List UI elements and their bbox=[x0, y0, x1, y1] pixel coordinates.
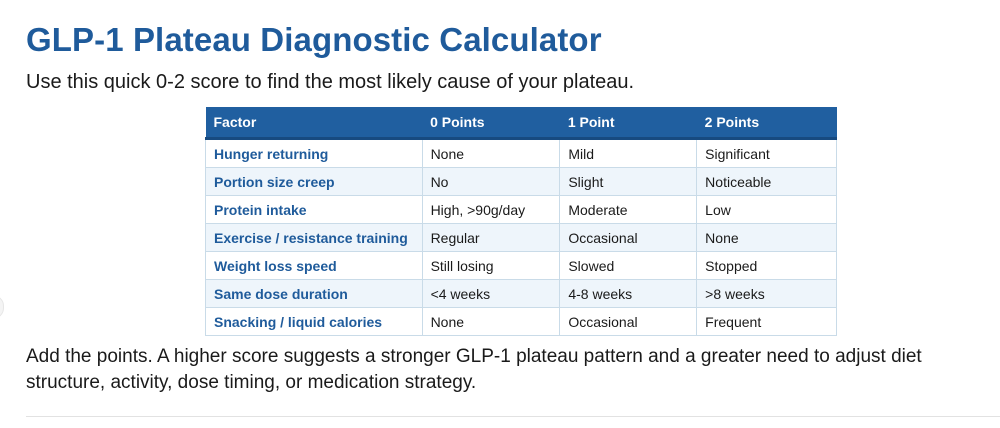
score-2-cell: None bbox=[696, 223, 837, 252]
factor-cell: Exercise / resistance training bbox=[205, 223, 423, 252]
header-0-points: 0 Points bbox=[422, 107, 560, 140]
table-row: Protein intake High, >90g/day Moderate L… bbox=[205, 195, 837, 224]
factor-cell: Snacking / liquid calories bbox=[205, 307, 423, 336]
table-row: Exercise / resistance training Regular O… bbox=[205, 223, 837, 252]
score-1-cell: 4-8 weeks bbox=[559, 279, 698, 308]
score-0-cell: Regular bbox=[421, 223, 561, 252]
table-row: Same dose duration <4 weeks 4-8 weeks >8… bbox=[205, 279, 837, 308]
score-0-cell: None bbox=[421, 307, 561, 336]
factor-cell: Hunger returning bbox=[205, 138, 423, 168]
score-2-cell: >8 weeks bbox=[696, 279, 837, 308]
factor-cell: Protein intake bbox=[205, 195, 423, 224]
score-1-cell: Slight bbox=[559, 167, 698, 196]
score-1-cell: Slowed bbox=[559, 251, 698, 280]
factor-cell: Portion size creep bbox=[205, 167, 423, 196]
score-2-cell: Stopped bbox=[696, 251, 837, 280]
score-table: Factor 0 Points 1 Point 2 Points Hunger … bbox=[205, 107, 837, 336]
page-title: GLP-1 Plateau Diagnostic Calculator bbox=[26, 21, 602, 58]
header-2-points: 2 Points bbox=[696, 107, 837, 140]
edge-scroll-handle[interactable] bbox=[0, 295, 4, 319]
score-2-cell: Low bbox=[696, 195, 837, 224]
score-0-cell: High, >90g/day bbox=[421, 195, 561, 224]
score-0-cell: <4 weeks bbox=[421, 279, 561, 308]
factor-cell: Same dose duration bbox=[205, 279, 423, 308]
score-0-cell: Still losing bbox=[421, 251, 561, 280]
score-2-cell: Noticeable bbox=[696, 167, 837, 196]
score-1-cell: Occasional bbox=[559, 307, 698, 336]
score-0-cell: None bbox=[421, 138, 561, 168]
outro-text: Add the points. A higher score suggests … bbox=[26, 346, 922, 393]
score-1-cell: Moderate bbox=[559, 195, 698, 224]
score-0-cell: No bbox=[421, 167, 561, 196]
score-1-cell: Occasional bbox=[559, 223, 698, 252]
table-row: Portion size creep No Slight Noticeable bbox=[205, 167, 837, 196]
header-factor: Factor bbox=[205, 107, 423, 140]
score-2-cell: Frequent bbox=[696, 307, 837, 336]
table-header-row: Factor 0 Points 1 Point 2 Points bbox=[205, 107, 837, 140]
table-row: Snacking / liquid calories None Occasion… bbox=[205, 307, 837, 336]
table-row: Hunger returning None Mild Significant bbox=[205, 138, 837, 168]
score-2-cell: Significant bbox=[696, 138, 837, 168]
table-row: Weight loss speed Still losing Slowed St… bbox=[205, 251, 837, 280]
header-1-point: 1 Point bbox=[559, 107, 697, 140]
score-1-cell: Mild bbox=[559, 138, 698, 168]
intro-text: Use this quick 0-2 score to find the mos… bbox=[26, 71, 635, 93]
factor-cell: Weight loss speed bbox=[205, 251, 423, 280]
divider bbox=[26, 416, 1000, 417]
